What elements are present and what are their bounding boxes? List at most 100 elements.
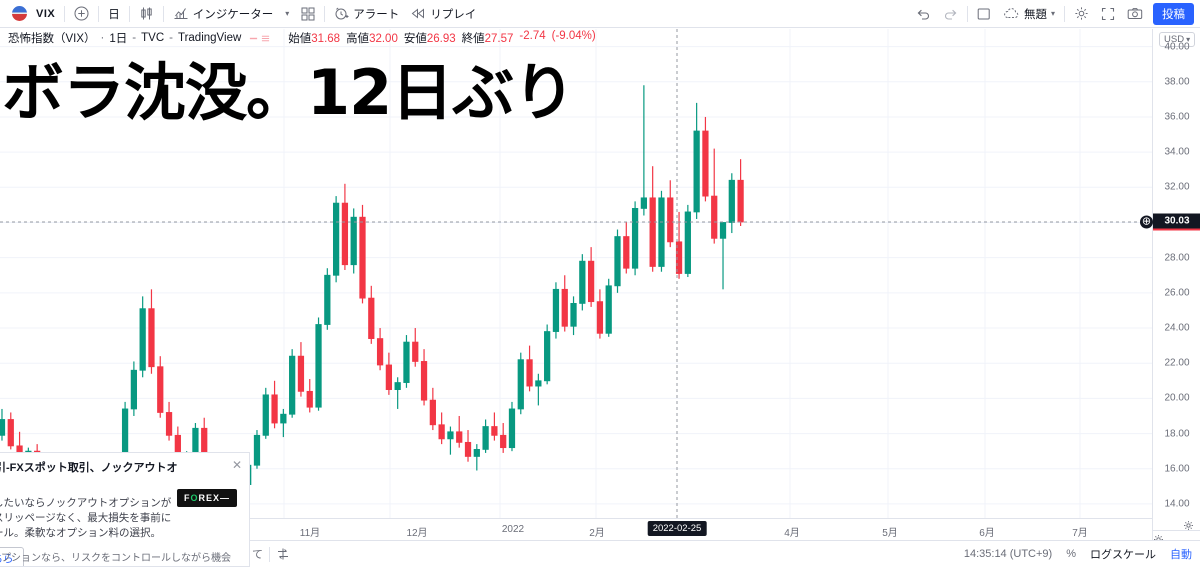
save-layout-button[interactable]: 無題 ▾: [997, 3, 1061, 25]
advertisement-panel[interactable]: ✕ の為替取引-FXスポット取引、ノックアウトオプション クヘッジしたいならノッ…: [0, 452, 250, 567]
percent-toggle[interactable]: %: [1066, 548, 1076, 560]
candlestick-chart: [0, 29, 1152, 518]
divider: [64, 5, 66, 22]
close-label: 終値: [461, 33, 485, 45]
time-axis-settings-button[interactable]: [1183, 520, 1194, 531]
info-symbol-name[interactable]: 恐怖指数（VIX）: [8, 33, 96, 45]
camera-icon: [1127, 7, 1143, 20]
chevron-down-icon: ▾: [285, 9, 290, 18]
ad-footer-text: クアウトオプションなら、リスクをコントロールしながら機会: [0, 553, 231, 564]
publish-button[interactable]: 投稿: [1153, 2, 1194, 25]
low-value: 26.93: [426, 33, 456, 45]
sync-icon: [278, 548, 288, 560]
info-separator: ·: [100, 32, 105, 44]
interval-label: 日: [108, 8, 120, 21]
status-left-text: て: [252, 549, 263, 561]
chart-style-button[interactable]: [133, 3, 160, 25]
interval-button[interactable]: 日: [102, 3, 126, 25]
sync-button[interactable]: [276, 547, 290, 561]
toolbar-right-group: 無題 ▾ 投稿: [910, 2, 1194, 25]
close-value: 27.57: [484, 33, 514, 45]
time-tick-label: 11月: [299, 528, 321, 539]
divider: [162, 5, 164, 22]
indicators-dropdown-button[interactable]: ▾: [279, 3, 295, 25]
fullscreen-button[interactable]: [1095, 3, 1121, 25]
cloud-icon: [1003, 7, 1020, 20]
chart-canvas[interactable]: [0, 29, 1152, 518]
price-tick-label: 18.00: [1164, 428, 1190, 440]
high-label: 高値: [346, 33, 370, 45]
time-axis[interactable]: 11月 12月 2022 2月 4月 5月 6月 7月 2022-02-25: [0, 518, 1152, 540]
symbol-button[interactable]: VIX: [6, 3, 61, 25]
ad-cta-button[interactable]: 細はこちら: [0, 547, 24, 566]
price-tick-label: 32.00: [1164, 181, 1190, 193]
currency-label: USD: [1164, 34, 1185, 45]
price-tick-label: 26.00: [1164, 287, 1190, 299]
eye-and-style-icons[interactable]: [249, 34, 270, 43]
status-right-group: 14:35:14 (UTC+9) % ログスケール 自動: [964, 546, 1192, 562]
vix-logo-icon: [12, 6, 27, 21]
replay-button[interactable]: リプレイ: [405, 3, 482, 25]
alarm-clock-icon: [334, 6, 349, 21]
change-percent: (-9.04%): [551, 30, 596, 42]
info-dash: -: [132, 32, 137, 44]
replay-label: リプレイ: [430, 8, 477, 21]
price-tick-label: 38.00: [1164, 76, 1190, 88]
indicators-icon: [173, 6, 189, 21]
current-price-badge: 30.03: [1153, 213, 1200, 231]
price-tick-label: 20.00: [1164, 392, 1190, 404]
save-layout-label: 無題: [1023, 8, 1047, 21]
price-tick-label: 24.00: [1164, 322, 1190, 334]
low-label: 安値: [403, 33, 427, 45]
layout-icon: [977, 7, 991, 21]
info-interval[interactable]: 1日: [109, 33, 128, 45]
divider: [269, 546, 270, 562]
gear-icon: [1184, 521, 1193, 530]
clock-label: 14:35:14 (UTC+9): [963, 548, 1053, 560]
price-tick-label: 16.00: [1164, 463, 1190, 475]
templates-button[interactable]: [295, 3, 321, 25]
log-scale-toggle[interactable]: ログスケール: [1090, 549, 1156, 561]
settings-button[interactable]: [1068, 3, 1095, 25]
chevron-down-icon: ▾: [1186, 35, 1191, 44]
crosshair-dot-icon: ⊕: [1140, 215, 1153, 229]
plus-circle-icon: [74, 6, 89, 21]
ad-title: の為替取引-FXスポット取引、ノックアウトオプション: [0, 462, 178, 474]
hide-icon: [250, 37, 258, 39]
divider: [98, 5, 100, 22]
layout-button[interactable]: [971, 3, 997, 25]
snapshot-button[interactable]: [1121, 3, 1149, 25]
symbol-label: VIX: [36, 7, 56, 20]
undo-button[interactable]: [910, 3, 937, 25]
undo-icon: [916, 7, 931, 20]
high-value: 32.00: [369, 33, 398, 45]
close-icon[interactable]: ✕: [231, 458, 242, 472]
redo-button[interactable]: [937, 3, 964, 25]
time-tick-label: 5月: [882, 528, 898, 539]
auto-scale-toggle[interactable]: 自動: [1170, 549, 1192, 561]
info-dash-2: -: [169, 32, 173, 44]
alerts-button[interactable]: アラート: [328, 3, 405, 25]
crosshair-date-badge: 2022-02-25: [647, 521, 707, 536]
replay-icon: [411, 7, 426, 20]
price-axis[interactable]: USD ▾ 40.00 38.00 36.00 34.00 32.00 28.00 26.0…: [1140, 29, 1200, 547]
change-value: -2.74: [519, 30, 546, 42]
time-tick-label: 2月: [589, 528, 605, 539]
add-symbol-button[interactable]: [68, 3, 95, 25]
fullscreen-icon: [1101, 7, 1115, 21]
time-tick-label: 4月: [784, 528, 800, 539]
open-value: 31.68: [311, 33, 341, 45]
time-tick-label: 6月: [979, 528, 995, 539]
alerts-label: アラート: [353, 8, 400, 21]
price-tick-label: 28.00: [1164, 252, 1190, 264]
top-toolbar: VIX 日: [0, 0, 1200, 28]
time-tick-label: 2022: [501, 524, 525, 535]
symbol-info-bar: 恐怖指数（VIX） · 1日 - TVC - TradingView 始値31.…: [8, 30, 596, 46]
divider: [966, 5, 968, 22]
divider: [324, 5, 326, 22]
indicators-button[interactable]: インジケーター: [167, 3, 280, 25]
ad-brand-logo: FOREX—: [176, 489, 237, 507]
currency-selector[interactable]: USD ▾: [1159, 32, 1196, 47]
price-tick-label: 40.00: [1164, 41, 1190, 53]
